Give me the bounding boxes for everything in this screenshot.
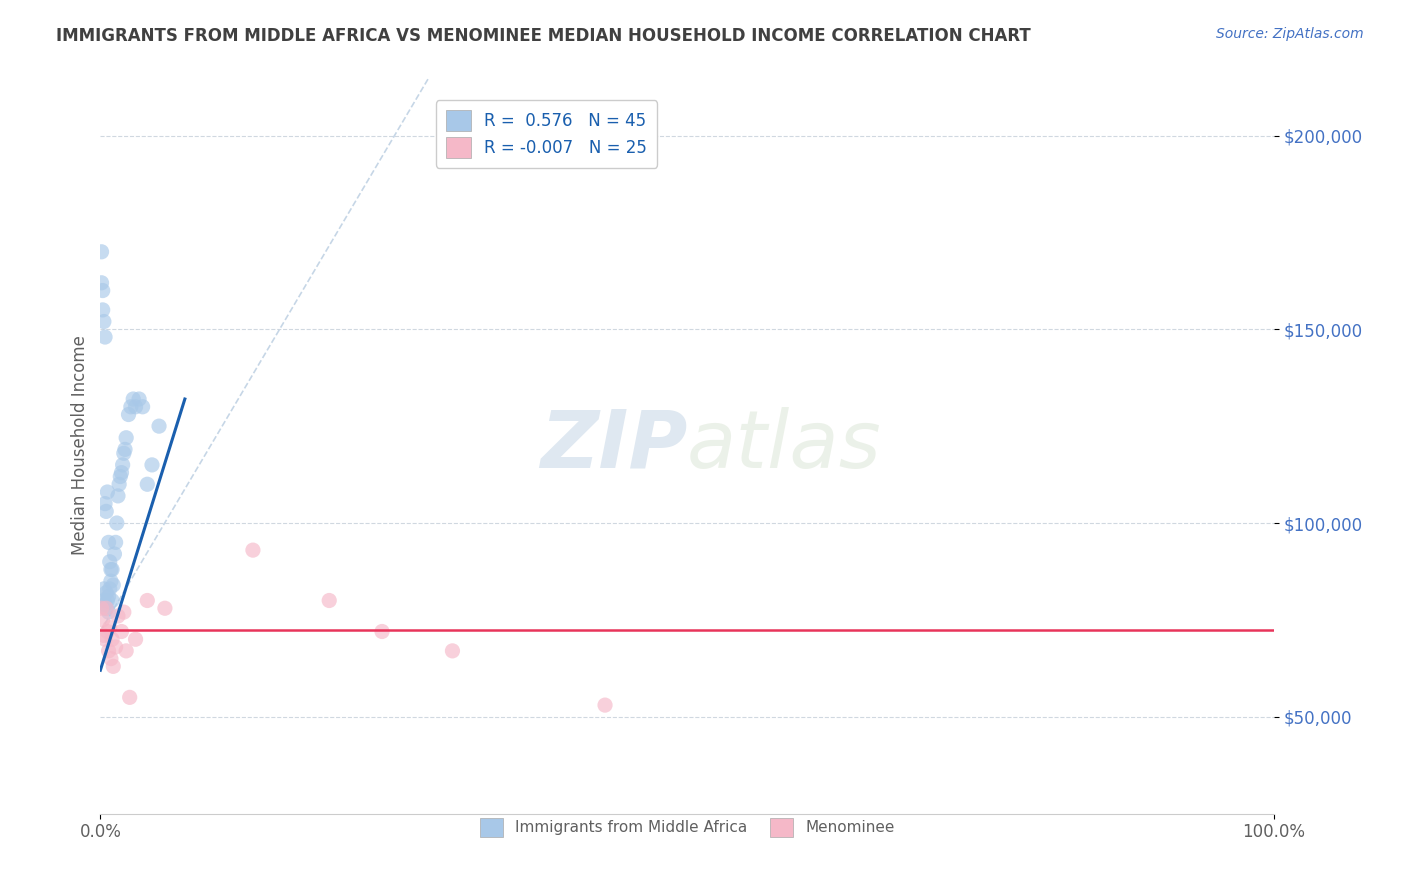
Point	[103, 578, 125, 592]
Point	[120, 400, 142, 414]
Point	[104, 640, 127, 654]
Point	[97, 590, 120, 604]
Point	[101, 593, 124, 607]
Point	[91, 302, 114, 317]
Point	[153, 601, 176, 615]
Point	[117, 408, 139, 422]
Point	[101, 632, 124, 647]
Point	[98, 621, 121, 635]
Point	[94, 497, 117, 511]
Point	[110, 624, 132, 639]
Point	[242, 543, 264, 558]
Legend: Immigrants from Middle Africa, Menominee: Immigrants from Middle Africa, Menominee	[474, 812, 901, 843]
Y-axis label: Median Household Income: Median Household Income	[72, 335, 89, 556]
Point	[100, 562, 122, 576]
Point	[96, 504, 118, 518]
Point	[90, 276, 112, 290]
Text: atlas: atlas	[688, 407, 882, 484]
Point	[103, 547, 125, 561]
Point	[96, 601, 118, 615]
Point	[115, 644, 138, 658]
Text: Source: ZipAtlas.com: Source: ZipAtlas.com	[1216, 27, 1364, 41]
Point	[96, 586, 118, 600]
Point	[111, 458, 134, 472]
Point	[112, 605, 135, 619]
Point	[122, 392, 145, 406]
Point	[96, 624, 118, 639]
Point	[96, 601, 118, 615]
Point	[96, 593, 118, 607]
Point	[108, 477, 131, 491]
Point	[96, 485, 118, 500]
Point	[91, 284, 114, 298]
Point	[98, 582, 121, 596]
Point	[107, 489, 129, 503]
Point	[90, 244, 112, 259]
Point	[593, 698, 616, 712]
Point	[118, 690, 141, 705]
Point	[136, 593, 159, 607]
Point	[110, 469, 132, 483]
Point	[124, 632, 146, 647]
Point	[141, 458, 163, 472]
Point	[318, 593, 340, 607]
Point	[101, 562, 124, 576]
Point	[128, 392, 150, 406]
Text: IMMIGRANTS FROM MIDDLE AFRICA VS MENOMINEE MEDIAN HOUSEHOLD INCOME CORRELATION C: IMMIGRANTS FROM MIDDLE AFRICA VS MENOMIN…	[56, 27, 1031, 45]
Text: ZIP: ZIP	[540, 407, 688, 484]
Point	[107, 609, 129, 624]
Point	[94, 330, 117, 344]
Point	[136, 477, 159, 491]
Point	[131, 400, 153, 414]
Point	[114, 442, 136, 457]
Point	[112, 446, 135, 460]
Point	[97, 605, 120, 619]
Point	[100, 651, 122, 665]
Point	[110, 466, 132, 480]
Point	[105, 516, 128, 530]
Point	[94, 598, 117, 612]
Point	[115, 431, 138, 445]
Point	[93, 314, 115, 328]
Point	[371, 624, 394, 639]
Point	[91, 613, 114, 627]
Point	[103, 659, 125, 673]
Point	[93, 582, 115, 596]
Point	[97, 644, 120, 658]
Point	[93, 593, 115, 607]
Point	[90, 601, 112, 615]
Point	[124, 400, 146, 414]
Point	[104, 535, 127, 549]
Point	[100, 574, 122, 588]
Point	[148, 419, 170, 434]
Point	[98, 555, 121, 569]
Point	[94, 632, 117, 647]
Point	[93, 628, 115, 642]
Point	[441, 644, 464, 658]
Point	[97, 535, 120, 549]
